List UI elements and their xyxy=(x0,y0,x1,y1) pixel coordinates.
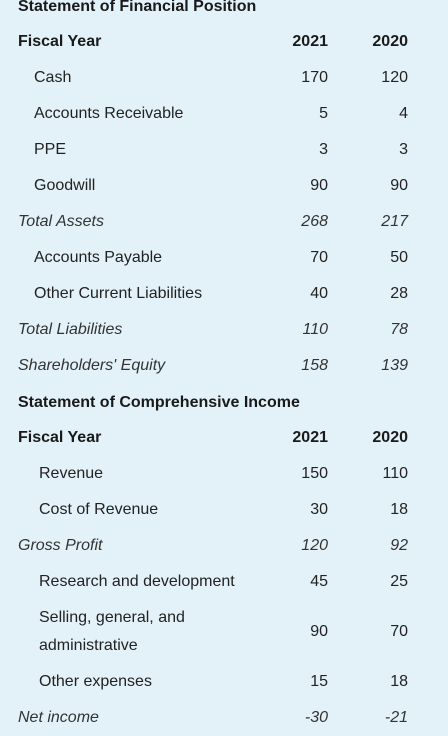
value-2021: 110 xyxy=(302,321,328,338)
row-label: Goodwill xyxy=(34,177,96,194)
value-2021: 90 xyxy=(310,623,328,640)
value-2020: 90 xyxy=(390,177,408,194)
value-2020: 78 xyxy=(390,321,408,338)
income-statement-header-row: Fiscal Year 2021 2020 xyxy=(0,420,448,456)
value-2020: 3 xyxy=(399,141,408,158)
row-label: Shareholders' Equity xyxy=(18,357,166,374)
row-label: Other expenses xyxy=(39,673,152,690)
table-row-total-liabilities: Total Liabilities 110 78 xyxy=(0,312,448,348)
value-2021: 45 xyxy=(310,573,328,590)
table-row-net-income: Net income -30 -21 xyxy=(0,700,448,736)
value-2021: 170 xyxy=(301,69,328,86)
value-2020: 92 xyxy=(390,537,408,554)
year-2020-header: 2020 xyxy=(372,429,408,446)
row-label: Accounts Payable xyxy=(34,249,163,266)
value-2020: 139 xyxy=(381,357,408,374)
fiscal-year-label: Fiscal Year xyxy=(18,429,102,446)
value-2020: 25 xyxy=(390,573,408,590)
table-row-other-expenses: Other expenses 15 18 xyxy=(0,664,448,700)
value-2020: 217 xyxy=(381,213,408,230)
value-2020: 70 xyxy=(390,623,408,640)
value-2021: 3 xyxy=(319,141,328,158)
fiscal-year-label: Fiscal Year xyxy=(18,33,102,50)
value-2020: 4 xyxy=(399,105,408,122)
value-2020: 28 xyxy=(390,285,408,302)
row-label: PPE xyxy=(34,141,67,158)
table-row-gross-profit: Gross Profit 120 92 xyxy=(0,528,448,564)
row-label: Total Liabilities xyxy=(18,321,123,338)
table-row-goodwill: Goodwill 90 90 xyxy=(0,168,448,204)
table-row-revenue: Revenue 150 110 xyxy=(0,456,448,492)
value-2021: 150 xyxy=(301,465,328,482)
table-row-cost-of-revenue: Cost of Revenue 30 18 xyxy=(0,492,448,528)
table-row-cash: Cash 170 120 xyxy=(0,60,448,96)
value-2021: 5 xyxy=(319,105,328,122)
value-2021: 30 xyxy=(310,501,328,518)
row-label: Other Current Liabilities xyxy=(34,285,203,302)
row-label: Gross Profit xyxy=(18,537,103,554)
row-label: Research and development xyxy=(39,573,235,590)
income-statement-title: Statement of Comprehensive Income xyxy=(18,394,300,411)
table-row-sga: Selling, general, and administrative 90 … xyxy=(0,604,448,660)
value-2020: -21 xyxy=(384,709,408,726)
table-row-accounts-payable: Accounts Payable 70 50 xyxy=(0,240,448,276)
balance-sheet-title: Statement of Financial Position xyxy=(18,0,257,15)
value-2020: 50 xyxy=(390,249,408,266)
value-2021: 90 xyxy=(310,177,328,194)
value-2020: 18 xyxy=(390,673,408,690)
row-label: Accounts Receivable xyxy=(34,105,184,122)
value-2021: 40 xyxy=(310,285,328,302)
value-2020: 110 xyxy=(382,465,408,482)
row-label: Net income xyxy=(18,709,99,726)
table-row-shareholders-equity: Shareholders' Equity 158 139 xyxy=(0,348,448,384)
row-label: Cost of Revenue xyxy=(39,501,159,518)
value-2021: 158 xyxy=(301,357,328,374)
row-label: Selling, general, and administrative xyxy=(39,609,185,654)
value-2021: 70 xyxy=(310,249,328,266)
year-2021-header: 2021 xyxy=(292,429,328,446)
table-row-research-and-development: Research and development 45 25 xyxy=(0,564,448,600)
row-label: Revenue xyxy=(39,465,104,482)
value-2021: 120 xyxy=(301,537,328,554)
value-2021: 268 xyxy=(301,213,328,230)
row-label: Total Assets xyxy=(18,213,104,230)
table-row-total-assets: Total Assets 268 217 xyxy=(0,204,448,240)
balance-sheet-header-row: Fiscal Year 2021 2020 xyxy=(0,24,448,60)
value-2021: -30 xyxy=(304,709,328,726)
year-2020-header: 2020 xyxy=(372,33,408,50)
value-2020: 18 xyxy=(390,501,408,518)
row-label: Cash xyxy=(34,69,72,86)
table-row-accounts-receivable: Accounts Receivable 5 4 xyxy=(0,96,448,132)
year-2021-header: 2021 xyxy=(292,33,328,50)
table-row-other-current-liabilities: Other Current Liabilities 40 28 xyxy=(0,276,448,312)
table-row-ppe: PPE 3 3 xyxy=(0,132,448,168)
value-2021: 15 xyxy=(310,673,328,690)
value-2020: 120 xyxy=(381,69,408,86)
